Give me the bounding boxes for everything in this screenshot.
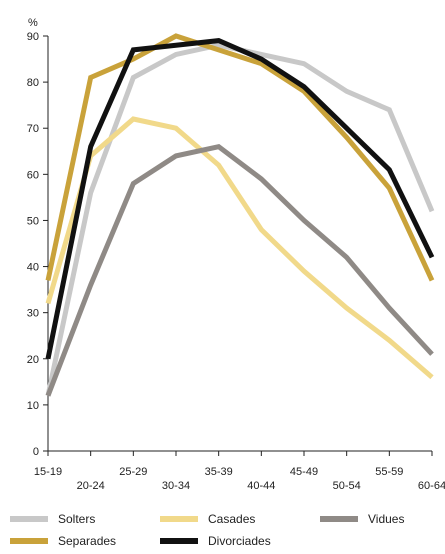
legend-item-divorciades: Divorciades: [160, 534, 271, 548]
legend-swatch-vidues: [320, 516, 358, 522]
y-tick-label: 70: [27, 123, 39, 135]
series-line-separades: [45, 33, 435, 282]
series-line-solters: [45, 42, 435, 397]
x-tick-label: 30-34: [162, 480, 190, 492]
x-tick-label: 25-29: [119, 466, 147, 478]
legend-label-vidues: Vidues: [368, 512, 405, 526]
series-line-divorciades: [45, 38, 435, 360]
x-tick-label: 60-64: [418, 480, 445, 492]
series-layer: [45, 33, 435, 397]
y-tick-label: 30: [27, 308, 39, 320]
x-tick-label: 15-19: [34, 466, 62, 478]
y-tick-label: 50: [27, 215, 39, 227]
x-tick-label: 55-59: [375, 466, 403, 478]
legend-item-vidues: Vidues: [320, 512, 404, 526]
legend-swatch-casades: [160, 516, 198, 522]
legend-label-divorciades: Divorciades: [208, 534, 271, 548]
series-line-vidues: [45, 143, 434, 397]
legend-item-solters: Solters: [10, 512, 95, 526]
x-tick-label: 45-49: [290, 466, 318, 478]
y-tick-label: 10: [27, 400, 39, 412]
legend-item-separades: Separades: [10, 534, 116, 548]
y-tick-label: 40: [27, 262, 39, 274]
legend-swatch-separades: [10, 538, 48, 544]
x-tick-label: 40-44: [247, 480, 275, 492]
x-tick-label: 20-24: [77, 480, 105, 492]
legend-item-casades: Casades: [160, 512, 255, 526]
x-tick-label: 50-54: [333, 480, 361, 492]
y-tick-label: 90: [27, 31, 39, 43]
legend-label-separades: Separades: [58, 534, 117, 548]
x-tick-label: 35-39: [205, 466, 233, 478]
y-tick-label: 20: [27, 354, 39, 366]
legend-swatch-solters: [10, 516, 48, 522]
legend-swatch-divorciades: [160, 538, 198, 544]
legend-label-solters: Solters: [58, 512, 96, 526]
axes: 0 10 20 30 40 50 60 70 80 90 15-19 20-24 25-29 30-34 3…: [27, 31, 445, 492]
series-line-casades: [45, 116, 434, 380]
legend-label-casades: Casades: [208, 512, 256, 526]
y-tick-label: 60: [27, 169, 39, 181]
legend: Solters Casades Vidues Separades Divorci…: [0, 512, 445, 554]
y-tick-label: 0: [33, 446, 39, 458]
y-tick-label: 80: [27, 77, 39, 89]
y-unit-label: %: [28, 17, 38, 29]
line-chart: % 0 10 20 30 40 50 60 70 80 90 15-19 20-24 25-29 30-3…: [27, 17, 445, 492]
